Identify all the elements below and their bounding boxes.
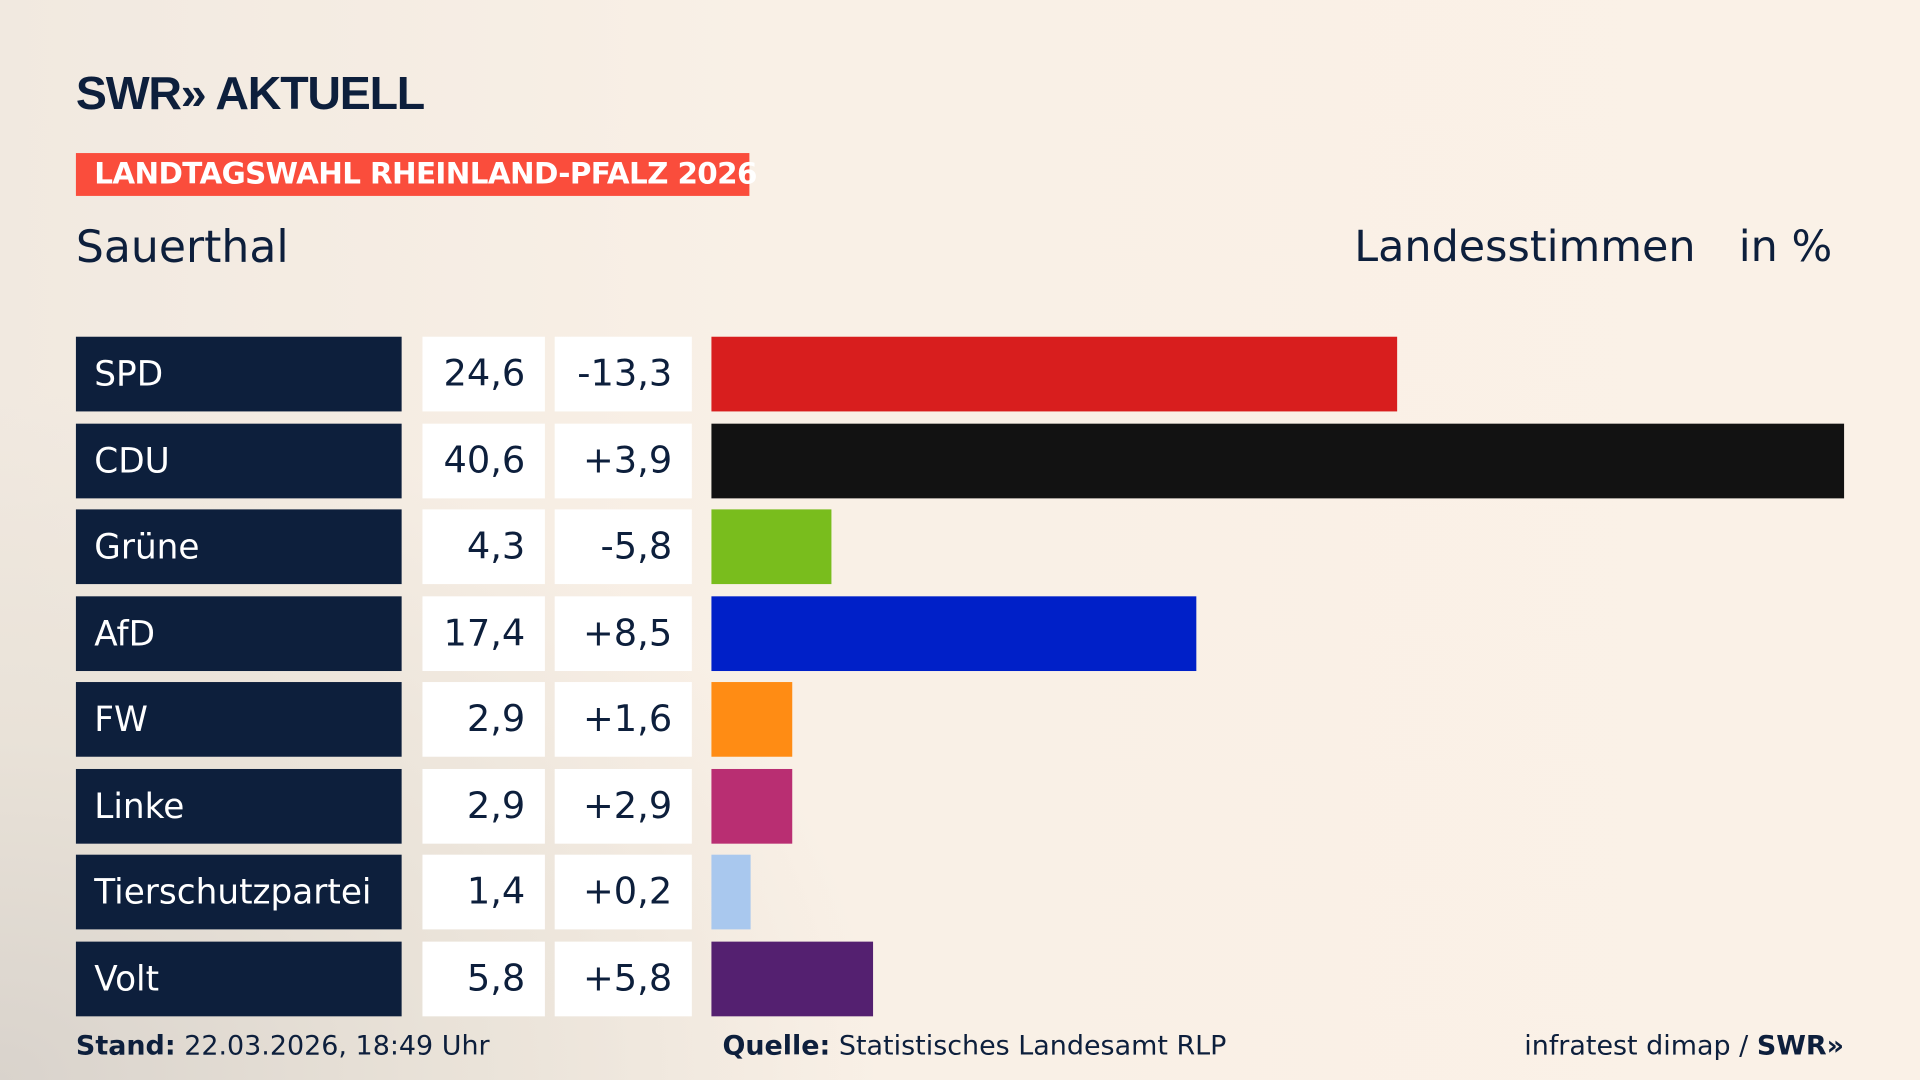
source-value: Statistisches Landesamt RLP [838, 1031, 1227, 1062]
vote-share: 2,9 [422, 768, 545, 844]
bar-spd [711, 336, 1398, 412]
party-name: SPD [75, 336, 402, 412]
election-banner: LANDTAGSWAHL RHEINLAND-PFALZ 2026 [75, 153, 757, 196]
bar-fw [711, 682, 793, 757]
vote-share: 17,4 [422, 595, 545, 671]
source: Quelle: Statistisches Landesamt RLP [722, 1031, 1226, 1062]
vote-change: +1,6 [554, 682, 692, 757]
location-title: Sauerthal [75, 222, 289, 274]
party-name: CDU [75, 423, 402, 498]
source-label: Quelle: [722, 1031, 831, 1062]
party-name: Linke [75, 768, 402, 844]
unit-label: in % [1738, 222, 1833, 272]
vote-change: +3,9 [554, 423, 692, 498]
bar-tierschutzpartei [711, 854, 751, 930]
bar-grüne [711, 509, 832, 585]
party-name: Tierschutzpartei [75, 854, 402, 930]
vote-change: +8,5 [554, 595, 692, 671]
bar-linke [711, 768, 793, 844]
party-name: Grüne [75, 509, 402, 585]
party-name: Volt [75, 941, 402, 1016]
timestamp: Stand: 22.03.2026, 18:49 Uhr [76, 1031, 490, 1062]
bar-afd [711, 595, 1197, 671]
vote-change: -13,3 [554, 336, 692, 412]
credit-text: infratest dimap / [1524, 1031, 1757, 1062]
party-name: FW [75, 682, 402, 757]
swr-logo: SWR» [1756, 1031, 1845, 1062]
vote-type-label: Landesstimmen [1354, 222, 1696, 272]
party-name: AfD [75, 595, 402, 671]
stand-value: 22.03.2026, 18:49 Uhr [184, 1031, 490, 1062]
bar-volt [711, 941, 874, 1016]
stand-label: Stand: [75, 1031, 176, 1062]
vote-change: +5,8 [554, 941, 692, 1016]
vote-share: 40,6 [422, 423, 545, 498]
vote-change: +2,9 [554, 768, 692, 844]
credit: infratest dimap / SWR» [1524, 1031, 1844, 1062]
swr-aktuell-logo: SWR» AKTUELL [75, 68, 425, 121]
vote-share: 5,8 [422, 941, 545, 1016]
vote-change: -5,8 [554, 509, 692, 585]
bar-cdu [711, 423, 1845, 498]
vote-share: 2,9 [422, 682, 545, 757]
vote-share: 24,6 [422, 336, 545, 412]
vote-change: +0,2 [554, 854, 692, 930]
vote-share: 1,4 [422, 854, 545, 930]
vote-share: 4,3 [422, 509, 545, 585]
